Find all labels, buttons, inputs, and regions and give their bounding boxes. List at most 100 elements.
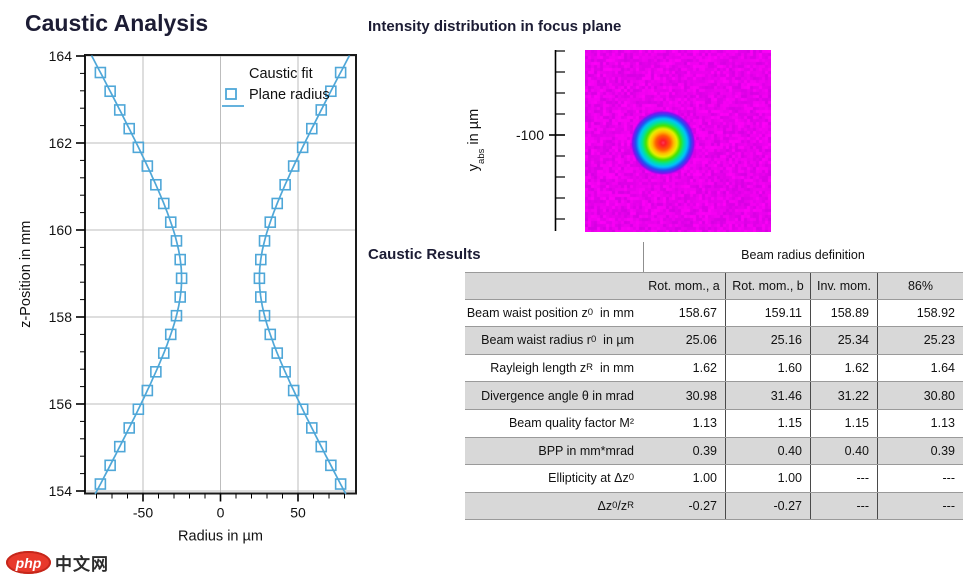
value-cell: --- [877, 465, 963, 492]
y-tick-label: 164 [49, 48, 73, 64]
y-tick-label: 158 [49, 309, 73, 325]
row-label: Beam quality factor M² [508, 416, 634, 431]
value-cell: 158.67 [678, 305, 717, 320]
table-row: Δz 0 /z R -0.27 -0.27 --- --- [465, 492, 963, 521]
value-cell: 0.40 [725, 437, 810, 465]
plane-radius-marker [123, 122, 136, 135]
plane-radius-marker [296, 141, 309, 154]
plane-radius-marker [334, 66, 347, 79]
watermark-text: 中文网 [55, 555, 109, 574]
value-cell: 159.11 [725, 299, 810, 327]
value-cell: 1.00 [725, 465, 810, 492]
value-cell: --- [877, 492, 963, 520]
column-header: Rot. mom., b [725, 273, 810, 299]
value-cell: 25.16 [725, 327, 810, 354]
plane-radius-marker [141, 160, 154, 172]
plane-radius-marker [157, 347, 170, 359]
value-cell: 30.80 [877, 382, 963, 409]
value-cell: 1.62 [810, 354, 877, 382]
plane-radius-marker [325, 459, 337, 472]
plane-radius-marker [296, 403, 309, 416]
caustic-plot: 154 156 158 160 162 164 -50 0 50 z-Position in mm… [18, 48, 357, 545]
plane-radius-marker [104, 85, 116, 98]
y-tick-label: 156 [49, 396, 73, 412]
value-cell: 1.13 [692, 416, 717, 431]
value-cell: 25.06 [685, 333, 717, 348]
value-cell: 1.00 [692, 471, 717, 486]
plane-radius-marker [170, 235, 183, 247]
plane-radius-marker [132, 141, 145, 154]
plane-radius-marker [164, 216, 177, 228]
plane-radius-marker [305, 122, 318, 135]
plane-radius-marker [175, 272, 188, 285]
plane-radius-marker [253, 272, 266, 285]
results-section-title: Caustic Results [368, 246, 481, 263]
row-label: Ellipticity at Δz 0 [548, 471, 634, 486]
legend-square-sample [225, 88, 237, 100]
value-cell: 1.60 [725, 354, 810, 382]
x-tick-label: -50 [133, 505, 153, 521]
intensity-y-axis-label: yabs in µm [466, 109, 487, 171]
column-header: 86% [877, 273, 963, 299]
value-cell: 1.15 [725, 409, 810, 437]
plane-radius-marker [325, 85, 337, 98]
row-label: Δz 0 /z R [597, 499, 634, 514]
plane-radius-marker [141, 384, 154, 397]
value-cell: 1.13 [877, 409, 963, 437]
plane-radius-marker [94, 66, 107, 79]
intensity-y-tick-label: -100 [516, 127, 544, 143]
value-cell: 158.89 [810, 299, 877, 327]
plane-radius-marker [255, 291, 267, 303]
beam-radius-definition-label: Beam radius definition [741, 248, 865, 262]
plane-radius-marker [113, 104, 126, 116]
value-cell: 31.46 [725, 382, 810, 409]
value-cell: 25.34 [810, 327, 877, 354]
table-row: BPP in mm*mrad 0.39 0.40 0.40 0.39 [465, 437, 963, 466]
value-cell: 30.98 [685, 388, 717, 403]
plane-radius-marker [104, 459, 116, 472]
value-cell: 0.39 [692, 443, 717, 458]
value-cell: --- [810, 492, 877, 520]
plane-radius-marker [150, 178, 162, 191]
plane-radius-marker [258, 309, 271, 322]
x-tick-label: 50 [290, 505, 306, 521]
plane-radius-marker [157, 197, 170, 210]
plane-radius-marker [123, 422, 136, 434]
plane-radius-marker [334, 478, 347, 490]
plane-radius-marker [170, 309, 183, 322]
value-cell: -0.27 [688, 499, 718, 514]
table-row: Ellipticity at Δz 0 1.00 1.00 --- --- [465, 465, 963, 493]
plane-radius-marker [264, 216, 277, 228]
value-cell: 1.15 [810, 409, 877, 437]
plane-radius-marker [271, 197, 284, 210]
plane-radius-marker [174, 253, 186, 266]
plane-radius-marker [305, 422, 318, 434]
plane-radius-marker [315, 440, 328, 453]
x-axis-label: Radius in µm [178, 529, 263, 545]
value-cell: 1.64 [877, 354, 963, 382]
intensity-y-axis: -100 yabs in µm [466, 50, 565, 231]
plane-radius-marker [264, 328, 277, 341]
y-tick-label: 160 [49, 222, 73, 238]
plane-radius-marker [287, 160, 300, 172]
caustic-fit-line-left [90, 55, 183, 495]
php-logo-badge: php [6, 551, 51, 574]
table-row: Rot. mom., a Rot. mom., b Inv. mom. 86% [465, 272, 963, 300]
row-label: BPP in mm*mrad [538, 443, 634, 458]
intensity-section-title: Intensity distribution in focus plane [368, 18, 622, 35]
value-cell: 1.62 [692, 361, 717, 376]
plane-radius-marker [315, 104, 328, 116]
plane-radius-marker [174, 291, 186, 303]
plane-radius-marker [271, 347, 284, 359]
column-header: Inv. mom. [810, 273, 877, 299]
plane-radius-marker [164, 328, 177, 341]
value-cell: 0.39 [877, 437, 963, 465]
y-tick-label: 154 [49, 483, 73, 499]
